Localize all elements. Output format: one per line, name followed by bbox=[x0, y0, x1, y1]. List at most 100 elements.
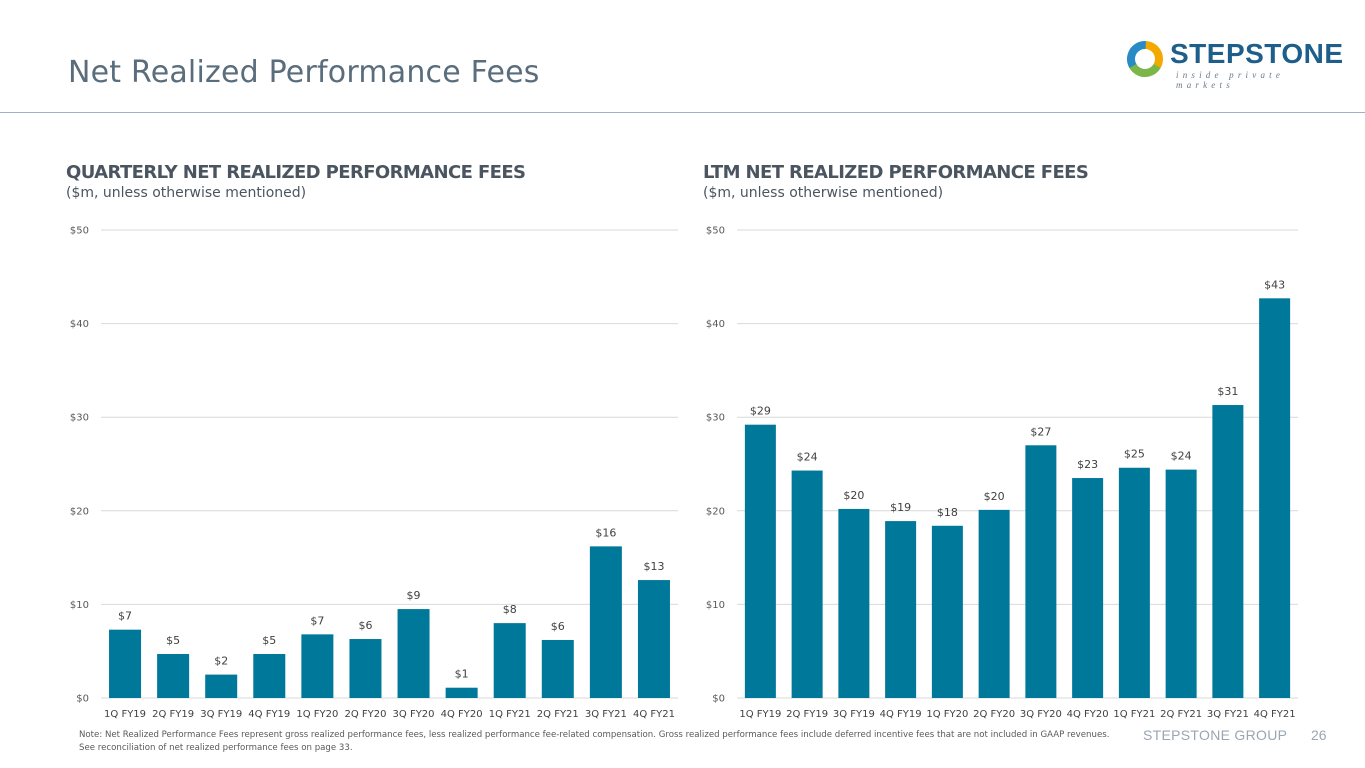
logo-wordmark: STEPSTONE bbox=[1170, 38, 1344, 69]
quarterly-bar bbox=[253, 654, 286, 698]
ltm-y-tick-label: $30 bbox=[706, 413, 725, 424]
quarterly-x-tick-label: 4Q FY19 bbox=[248, 709, 290, 720]
right-chart-heading: LTM NET REALIZED PERFORMANCE FEES ($m, u… bbox=[703, 162, 1089, 201]
quarterly-data-label: $5 bbox=[262, 634, 276, 647]
ltm-data-label: $20 bbox=[984, 490, 1005, 503]
ltm-x-tick-label: 3Q FY21 bbox=[1207, 709, 1249, 720]
quarterly-data-label: $1 bbox=[455, 668, 469, 681]
ltm-x-tick-label: 1Q FY19 bbox=[739, 709, 781, 720]
quarterly-bar bbox=[301, 634, 334, 698]
ltm-data-label: $23 bbox=[1077, 458, 1098, 471]
quarterly-bar bbox=[637, 580, 670, 698]
ltm-data-label: $27 bbox=[1030, 425, 1051, 438]
ltm-x-tick-label: 4Q FY20 bbox=[1067, 709, 1109, 720]
quarterly-bar bbox=[541, 639, 574, 698]
ltm-y-tick-label: $40 bbox=[706, 319, 725, 330]
quarterly-data-label: $13 bbox=[643, 560, 664, 573]
logo-ring-icon bbox=[1127, 41, 1163, 77]
logo-tagline: inside private markets bbox=[1176, 70, 1285, 90]
quarterly-data-label: $8 bbox=[503, 603, 517, 616]
right-chart-subtitle: ($m, unless otherwise mentioned) bbox=[703, 185, 944, 201]
ltm-y-tick-label: $10 bbox=[706, 600, 725, 611]
footer-brand: STEPSTONE GROUP bbox=[1143, 727, 1288, 743]
ltm-bar bbox=[1259, 298, 1291, 698]
ltm-bar bbox=[1165, 469, 1197, 698]
quarterly-x-tick-label: 3Q FY20 bbox=[393, 709, 435, 720]
ltm-data-label: $43 bbox=[1264, 278, 1285, 291]
ltm-fees-chart: $0 $10 $20 $30 $40 $50 $29 1Q FY19 $24 2Q FY19 $20… bbox=[706, 226, 1298, 720]
quarterly-y-tick-label: $0 bbox=[76, 694, 89, 705]
ltm-bar bbox=[791, 470, 823, 698]
quarterly-x-tick-label: 1Q FY21 bbox=[489, 709, 531, 720]
header-divider bbox=[0, 112, 1365, 113]
quarterly-data-label: $6 bbox=[551, 620, 565, 633]
right-chart-title: LTM NET REALIZED PERFORMANCE FEES bbox=[703, 162, 1089, 183]
quarterly-x-tick-label: 2Q FY21 bbox=[537, 709, 579, 720]
quarterly-x-tick-label: 3Q FY21 bbox=[585, 709, 627, 720]
ltm-y-tick-label: $20 bbox=[706, 506, 725, 517]
quarterly-bar bbox=[397, 609, 430, 698]
quarterly-y-tick-label: $20 bbox=[70, 506, 89, 517]
ltm-x-tick-label: 1Q FY20 bbox=[926, 709, 968, 720]
quarterly-bar bbox=[493, 623, 526, 698]
ltm-data-label: $31 bbox=[1217, 385, 1238, 398]
quarterly-data-label: $7 bbox=[310, 614, 324, 627]
ltm-bar bbox=[1118, 467, 1150, 698]
quarterly-x-tick-label: 3Q FY19 bbox=[200, 709, 242, 720]
quarterly-x-tick-label: 4Q FY21 bbox=[633, 709, 675, 720]
quarterly-data-label: $9 bbox=[407, 589, 421, 602]
quarterly-y-tick-label: $40 bbox=[70, 319, 89, 330]
stepstone-logo: STEPSTONE inside private markets bbox=[1124, 36, 1343, 90]
quarterly-x-tick-label: 2Q FY19 bbox=[152, 709, 194, 720]
ltm-bar bbox=[931, 525, 963, 698]
quarterly-x-tick-label: 2Q FY20 bbox=[344, 709, 386, 720]
quarterly-data-label: $5 bbox=[166, 634, 180, 647]
quarterly-data-label: $6 bbox=[358, 619, 372, 632]
ltm-x-tick-label: 2Q FY20 bbox=[973, 709, 1015, 720]
ltm-x-tick-label: 4Q FY21 bbox=[1254, 709, 1296, 720]
ltm-bar bbox=[885, 521, 917, 698]
quarterly-x-tick-label: 4Q FY20 bbox=[441, 709, 483, 720]
quarterly-y-tick-label: $10 bbox=[70, 600, 89, 611]
quarterly-bar bbox=[589, 546, 622, 698]
ltm-bar bbox=[1072, 478, 1104, 698]
footnote: Note: Net Realized Performance Fees repr… bbox=[79, 730, 1110, 753]
ltm-bar bbox=[744, 424, 776, 698]
quarterly-x-tick-label: 1Q FY20 bbox=[296, 709, 338, 720]
left-chart-title: QUARTERLY NET REALIZED PERFORMANCE FEES bbox=[66, 162, 526, 183]
ltm-x-tick-label: 3Q FY19 bbox=[833, 709, 875, 720]
ltm-data-label: $18 bbox=[937, 506, 958, 519]
ltm-x-tick-label: 3Q FY20 bbox=[1020, 709, 1062, 720]
ltm-bar bbox=[838, 508, 870, 698]
ltm-data-label: $20 bbox=[843, 489, 864, 502]
quarterly-bar bbox=[349, 639, 382, 698]
ltm-x-tick-label: 2Q FY19 bbox=[786, 709, 828, 720]
quarterly-y-tick-label: $50 bbox=[70, 226, 89, 237]
ltm-bar bbox=[1025, 445, 1057, 698]
quarterly-data-label: $2 bbox=[214, 655, 228, 668]
page-number: 26 bbox=[1311, 727, 1327, 743]
page-title: Net Realized Performance Fees bbox=[68, 55, 540, 90]
quarterly-data-label: $16 bbox=[595, 526, 616, 539]
quarterly-data-label: $7 bbox=[118, 610, 132, 623]
ltm-x-tick-label: 2Q FY21 bbox=[1160, 709, 1202, 720]
quarterly-bar bbox=[445, 687, 478, 698]
ltm-y-tick-label: $50 bbox=[706, 226, 725, 237]
left-chart-subtitle: ($m, unless otherwise mentioned) bbox=[66, 185, 307, 201]
ltm-bar bbox=[978, 509, 1010, 698]
ltm-data-label: $24 bbox=[1171, 450, 1192, 463]
ltm-data-label: $24 bbox=[797, 451, 818, 464]
ltm-bar bbox=[1212, 405, 1244, 698]
ltm-y-tick-label: $0 bbox=[712, 694, 725, 705]
ltm-x-tick-label: 4Q FY19 bbox=[880, 709, 922, 720]
ltm-x-tick-label: 1Q FY21 bbox=[1113, 709, 1155, 720]
left-chart-heading: QUARTERLY NET REALIZED PERFORMANCE FEES … bbox=[66, 162, 526, 201]
quarterly-x-tick-label: 1Q FY19 bbox=[104, 709, 146, 720]
ltm-data-label: $19 bbox=[890, 501, 911, 514]
quarterly-bar bbox=[157, 654, 190, 698]
quarterly-fees-chart: $0 $10 $20 $30 $40 $50 $7 1Q FY19 $5 2Q FY19 $2 3Q … bbox=[70, 226, 678, 720]
quarterly-bar bbox=[205, 674, 238, 698]
quarterly-y-tick-label: $30 bbox=[70, 413, 89, 424]
ltm-data-label: $25 bbox=[1124, 448, 1145, 461]
quarterly-bar bbox=[109, 629, 142, 698]
